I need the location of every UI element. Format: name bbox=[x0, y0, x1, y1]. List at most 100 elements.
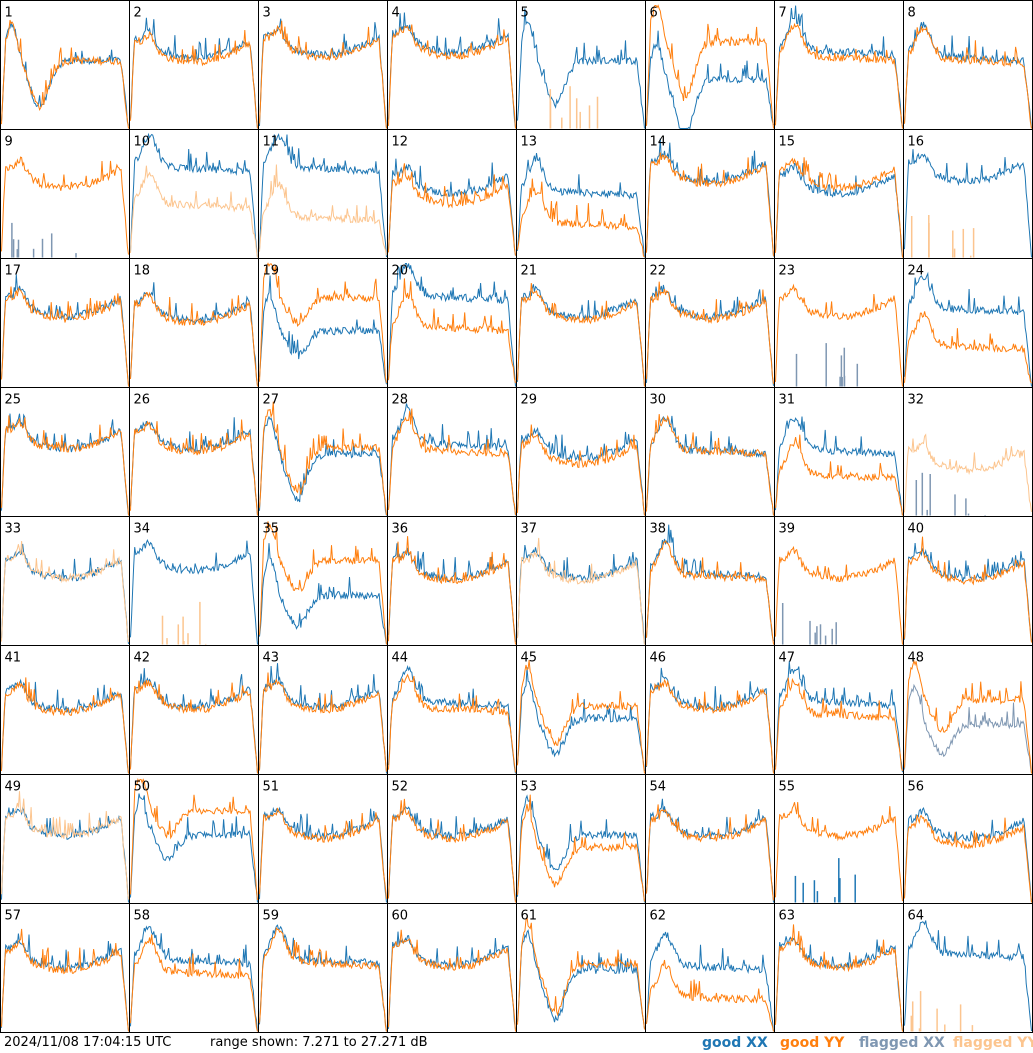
antenna-panel-57: 57 bbox=[0, 903, 130, 1033]
panel-label: 29 bbox=[521, 393, 538, 408]
xx-series-line bbox=[775, 661, 903, 773]
yy-series-line bbox=[646, 281, 774, 384]
antenna-panel-47: 47 bbox=[774, 645, 904, 775]
panel-label: 47 bbox=[779, 651, 796, 666]
panel-label: 16 bbox=[908, 135, 925, 150]
antenna-panel-5: 5 bbox=[516, 0, 646, 130]
panel-label: 43 bbox=[263, 651, 280, 666]
panel-frame bbox=[903, 516, 1033, 646]
xx-series-line bbox=[915, 472, 986, 516]
panel-label: 51 bbox=[263, 780, 280, 795]
panel-label: 15 bbox=[779, 135, 796, 150]
yy-series-line bbox=[388, 408, 516, 515]
yy-series-line bbox=[1, 286, 129, 387]
panel-label: 30 bbox=[650, 393, 667, 408]
xx-series-line bbox=[904, 920, 1032, 1032]
panel-label: 6 bbox=[650, 6, 658, 21]
panel-label: 3 bbox=[263, 6, 271, 21]
xx-series-line bbox=[130, 925, 258, 1032]
panel-label: 42 bbox=[134, 651, 151, 666]
yy-series-line bbox=[259, 401, 387, 516]
antenna-panel-51: 51 bbox=[258, 774, 388, 904]
yy-series-line bbox=[517, 424, 645, 516]
panel-frame bbox=[129, 0, 259, 130]
xx-series-line bbox=[517, 929, 645, 1029]
antenna-panel-37: 37 bbox=[516, 516, 646, 646]
antenna-panel-27: 27 bbox=[258, 387, 388, 517]
panel-label: 60 bbox=[392, 909, 409, 924]
xx-series-line bbox=[775, 162, 903, 257]
antenna-panel-17: 17 bbox=[0, 258, 130, 388]
panel-label: 25 bbox=[5, 393, 22, 408]
yy-series-line bbox=[388, 929, 516, 1032]
yy-series-line bbox=[646, 678, 774, 774]
panel-frame bbox=[903, 645, 1033, 775]
yy-series-line bbox=[775, 677, 903, 772]
antenna-panel-30: 30 bbox=[645, 387, 775, 517]
xx-series-line bbox=[259, 543, 387, 645]
yy-series-line bbox=[646, 414, 774, 516]
panel-frame bbox=[516, 0, 646, 130]
xx-series-line bbox=[517, 153, 645, 258]
panel-label: 52 bbox=[392, 780, 409, 795]
panel-label: 21 bbox=[521, 264, 538, 279]
panel-label: 13 bbox=[521, 135, 538, 150]
yy-series-line bbox=[388, 798, 516, 903]
panel-label: 23 bbox=[779, 264, 796, 279]
antenna-panel-7: 7 bbox=[774, 0, 904, 130]
panel-label: 62 bbox=[650, 909, 667, 924]
panel-frame bbox=[387, 258, 517, 388]
antenna-panel-62: 62 bbox=[645, 903, 775, 1033]
yy-series-line bbox=[1, 677, 129, 774]
antenna-panel-36: 36 bbox=[387, 516, 517, 646]
xx-series-line bbox=[388, 664, 516, 774]
antenna-panel-43: 43 bbox=[258, 645, 388, 775]
panel-label: 61 bbox=[521, 909, 538, 924]
yy-series-line bbox=[1, 791, 129, 900]
xx-series-line bbox=[259, 415, 387, 516]
antenna-panel-2: 2 bbox=[129, 0, 259, 130]
yy-series-line bbox=[646, 4, 774, 129]
panel-label: 22 bbox=[650, 264, 667, 279]
xx-series-line bbox=[646, 931, 774, 1032]
panel-label: 12 bbox=[392, 135, 409, 150]
yy-series-line bbox=[775, 22, 903, 129]
antenna-panel-19: 19 bbox=[258, 258, 388, 388]
antenna-panel-46: 46 bbox=[645, 645, 775, 775]
yy-series-line bbox=[259, 262, 387, 383]
panel-label: 14 bbox=[650, 135, 667, 150]
panel-frame bbox=[0, 129, 130, 259]
yy-series-line bbox=[775, 924, 903, 1032]
antenna-panel-55: 55 bbox=[774, 774, 904, 904]
yy-series-line bbox=[259, 807, 387, 899]
yy-series-line bbox=[549, 86, 599, 129]
antenna-panel-3: 3 bbox=[258, 0, 388, 130]
antenna-panel-49: 49 bbox=[0, 774, 130, 904]
panel-frame bbox=[129, 129, 259, 259]
xx-series-line bbox=[11, 222, 77, 258]
range-text: range shown: 7.271 to 27.271 dB bbox=[210, 1035, 428, 1050]
yy-series-line bbox=[1, 928, 129, 1032]
antenna-panel-32: 32 bbox=[903, 387, 1033, 517]
xx-series-line bbox=[904, 149, 1032, 258]
antenna-panel-48: 48 bbox=[903, 645, 1033, 775]
panel-frame bbox=[387, 0, 517, 130]
yy-series-line bbox=[517, 916, 645, 1030]
antenna-panel-45: 45 bbox=[516, 645, 646, 775]
panel-label: 39 bbox=[779, 522, 796, 537]
panel-label: 11 bbox=[263, 135, 280, 150]
yy-series-line bbox=[1, 156, 129, 255]
yy-series-line bbox=[130, 934, 258, 1032]
antenna-panel-9: 9 bbox=[0, 129, 130, 259]
xx-series-line bbox=[130, 539, 258, 645]
xx-series-line bbox=[646, 138, 774, 257]
yy-series-line bbox=[646, 959, 774, 1032]
panel-label: 46 bbox=[650, 651, 667, 666]
panel-frame bbox=[129, 516, 259, 646]
yy-series-line bbox=[646, 804, 774, 901]
antenna-panel-44: 44 bbox=[387, 645, 517, 775]
xx-series-line bbox=[775, 416, 903, 516]
xx-series-line bbox=[259, 275, 387, 385]
panel-label: 18 bbox=[134, 264, 151, 279]
antenna-panel-28: 28 bbox=[387, 387, 517, 517]
